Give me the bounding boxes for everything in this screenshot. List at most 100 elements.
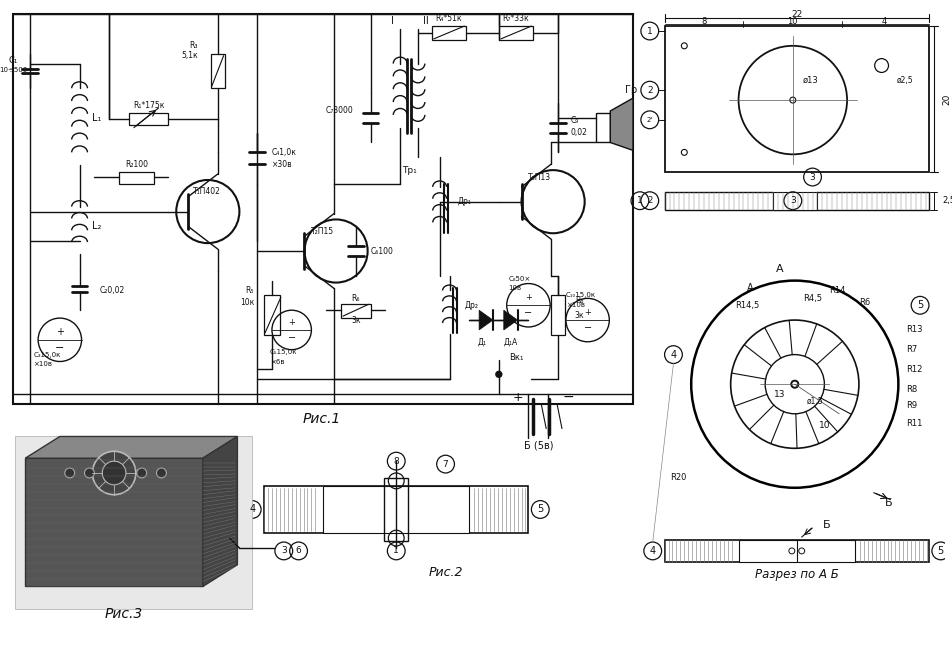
Text: 2: 2 (647, 86, 652, 95)
Text: Д₁: Д₁ (478, 337, 486, 346)
Text: ×10в: ×10в (565, 302, 585, 308)
Text: ø1,5: ø1,5 (806, 397, 823, 406)
Text: ×10в: ×10в (33, 361, 52, 367)
Text: 2': 2' (646, 117, 653, 123)
Text: C₄1,0к: C₄1,0к (272, 148, 297, 157)
Text: R20: R20 (670, 473, 686, 482)
Text: 5: 5 (938, 546, 944, 556)
Text: 1: 1 (647, 27, 653, 36)
Text: I: I (391, 16, 394, 26)
Bar (15, 437, 252, 609)
Text: −: − (55, 343, 65, 353)
Polygon shape (610, 98, 633, 150)
Text: Т₃П13: Т₃П13 (528, 172, 551, 181)
Bar (432, 26, 466, 40)
Text: 3: 3 (809, 172, 816, 181)
Text: ×30в: ×30в (272, 160, 292, 169)
Text: Вк₁: Вк₁ (508, 353, 523, 362)
Text: 4: 4 (249, 504, 255, 515)
Text: Рис.1: Рис.1 (302, 411, 341, 426)
Circle shape (793, 382, 797, 386)
Text: 2: 2 (647, 196, 652, 205)
Bar (773, 191, 818, 211)
Text: Гр: Гр (625, 85, 637, 95)
Text: R12: R12 (906, 365, 922, 374)
Text: R₇*33к: R₇*33к (503, 14, 529, 23)
Text: 5,1к: 5,1к (181, 51, 198, 60)
Circle shape (791, 380, 799, 388)
Text: Дp₁: Дp₁ (457, 197, 471, 206)
Text: Дp₂: Дp₂ (465, 301, 478, 310)
Text: R11: R11 (906, 419, 922, 428)
Text: R8: R8 (906, 385, 918, 394)
Text: Д₁А: Д₁А (504, 337, 518, 346)
Text: Рис.2: Рис.2 (428, 566, 463, 579)
Text: C₃15,0к: C₃15,0к (33, 352, 61, 358)
Bar (13, 14, 633, 404)
Text: 4: 4 (649, 546, 656, 556)
Text: 5: 5 (917, 300, 923, 310)
Text: Тр₁: Тр₁ (402, 166, 416, 175)
Text: +: + (288, 318, 295, 326)
Text: 3к: 3к (351, 315, 361, 324)
Text: L₁: L₁ (92, 113, 102, 123)
Text: R₂100: R₂100 (126, 160, 149, 169)
Text: R₈: R₈ (575, 296, 584, 305)
Text: −: − (584, 323, 592, 333)
Text: 10: 10 (787, 17, 798, 25)
Text: L₂: L₂ (92, 222, 102, 231)
Circle shape (65, 468, 74, 478)
Bar (596, 113, 610, 142)
Text: C₂0,02: C₂0,02 (99, 286, 125, 295)
Bar (210, 54, 225, 88)
Text: R14,5: R14,5 (736, 301, 760, 310)
Bar (264, 295, 280, 335)
Text: 10к: 10к (240, 298, 254, 307)
Text: 4: 4 (670, 350, 677, 359)
Polygon shape (26, 458, 203, 586)
Text: R6: R6 (859, 298, 870, 307)
Bar (385, 478, 408, 541)
Bar (739, 540, 855, 562)
Bar (551, 295, 565, 335)
Text: 0,02: 0,02 (571, 128, 587, 137)
Text: 1: 1 (637, 196, 643, 205)
Text: Т₂П15: Т₂П15 (311, 227, 334, 236)
Text: 22: 22 (791, 10, 803, 19)
Text: C₁₀15,0к: C₁₀15,0к (565, 292, 596, 298)
Bar (341, 304, 370, 318)
Text: 10÷500: 10÷500 (0, 68, 28, 73)
Text: 3: 3 (790, 196, 796, 205)
Text: +: + (56, 327, 64, 337)
Polygon shape (479, 310, 493, 330)
Text: −: − (525, 308, 532, 318)
Text: R14: R14 (829, 286, 845, 295)
Text: 10: 10 (819, 421, 830, 430)
Text: 6: 6 (296, 547, 302, 555)
Bar (324, 486, 469, 533)
Text: Рис.3: Рис.3 (105, 607, 143, 621)
Text: 1: 1 (393, 547, 399, 555)
Text: R₅: R₅ (246, 286, 254, 295)
Bar (664, 26, 929, 172)
Text: 4: 4 (882, 17, 887, 25)
Text: R₆: R₆ (351, 294, 360, 303)
Text: R9: R9 (906, 402, 918, 410)
Text: Б: Б (823, 520, 830, 530)
Text: C₁: C₁ (9, 56, 18, 65)
Bar (739, 540, 855, 562)
Text: 3: 3 (281, 547, 287, 555)
Bar (129, 113, 169, 125)
Text: +: + (513, 391, 524, 404)
Text: ø13: ø13 (803, 76, 819, 85)
Text: А: А (776, 264, 783, 274)
Text: 2,5: 2,5 (942, 196, 952, 205)
Text: II: II (423, 16, 428, 26)
Circle shape (496, 371, 502, 377)
Text: 20: 20 (942, 94, 951, 105)
Polygon shape (26, 437, 237, 458)
Text: Т₁П402: Т₁П402 (193, 187, 221, 196)
Text: −: − (288, 333, 296, 343)
Text: R₃: R₃ (189, 42, 198, 50)
Text: R4,5: R4,5 (803, 294, 822, 303)
